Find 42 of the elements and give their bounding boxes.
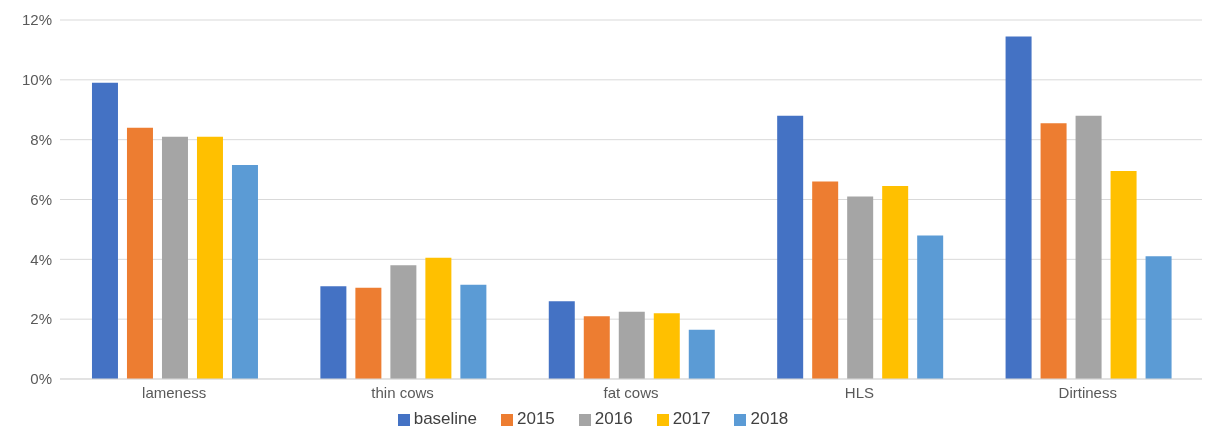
- legend-label: baseline: [413, 409, 477, 428]
- bar: [688, 329, 715, 379]
- y-tick-label: 10%: [21, 71, 52, 89]
- bar: [91, 82, 118, 379]
- bar: [355, 287, 382, 379]
- bar: [917, 235, 944, 379]
- legend-label: 2018: [750, 409, 789, 428]
- y-tick-label: 12%: [21, 11, 52, 29]
- bar: [126, 127, 153, 379]
- x-tick-label: lameness: [142, 383, 207, 401]
- bar: [653, 313, 680, 379]
- bar: [618, 311, 645, 379]
- bar: [1040, 123, 1067, 379]
- bar: [583, 316, 610, 379]
- y-tick-label: 8%: [30, 130, 52, 148]
- bar: [777, 115, 804, 379]
- x-tick-label: fat cows: [603, 383, 659, 401]
- bar: [882, 186, 909, 379]
- legend-label: 2016: [594, 409, 633, 428]
- bar: [1075, 115, 1102, 379]
- y-tick-label: 6%: [30, 190, 52, 208]
- x-tick-label: HLS: [844, 383, 874, 401]
- bar: [196, 136, 223, 379]
- y-tick-label: 0%: [30, 370, 52, 388]
- bar: [231, 165, 258, 379]
- bar: [548, 301, 575, 379]
- bar: [460, 284, 487, 379]
- legend-label: 2017: [672, 409, 711, 428]
- y-tick-label: 2%: [30, 310, 52, 328]
- bar: [812, 181, 839, 379]
- bar: [847, 196, 874, 379]
- legend-label: 2015: [517, 409, 555, 428]
- x-tick-label: thin cows: [371, 383, 434, 401]
- bar: [390, 265, 417, 379]
- bar: [1145, 256, 1172, 379]
- bar: [1005, 36, 1032, 379]
- bar: [161, 136, 188, 379]
- y-tick-label: 4%: [30, 250, 52, 268]
- bar: [320, 286, 347, 379]
- x-tick-label: Dirtiness: [1058, 383, 1117, 401]
- bar: [425, 257, 452, 379]
- bar: [1110, 171, 1137, 379]
